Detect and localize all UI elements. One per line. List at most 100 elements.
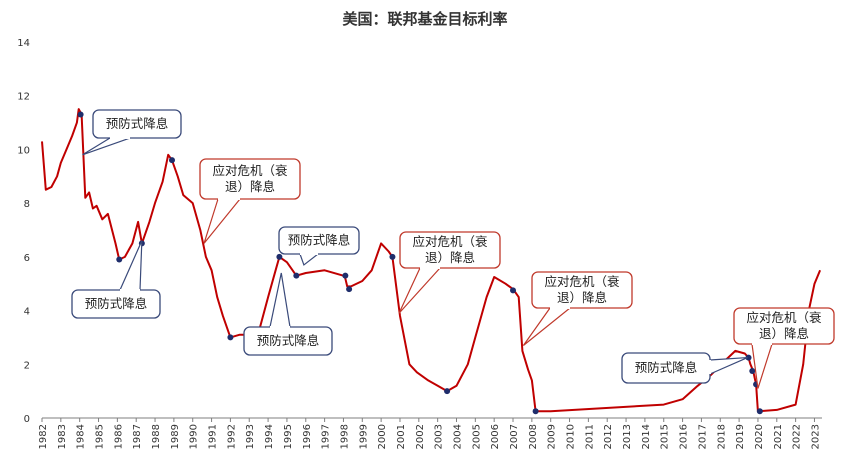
x-tick-label: 1984 [76, 424, 87, 449]
callout-text: 预防式降息 [106, 116, 169, 131]
callout-text: 退）降息 [557, 290, 607, 305]
x-tick-label: 1996 [302, 424, 313, 449]
series-line [41, 108, 822, 413]
x-tick-label: 1993 [245, 424, 256, 449]
x-tick-label: 2023 [810, 424, 821, 449]
x-tick-label: 2003 [434, 424, 445, 449]
y-tick-label: 0 [24, 414, 30, 425]
crisis-cut-callout: 应对危机（衰退）降息 [199, 158, 301, 244]
x-tick-label: 2021 [773, 424, 784, 449]
chart-title: 美国：联邦基金目标利率 [342, 10, 507, 28]
callout-box [399, 231, 501, 269]
callout-text: 应对危机（衰 [412, 234, 488, 249]
callout-text: 退）降息 [425, 250, 475, 265]
callout-pointer [398, 267, 442, 314]
rate-cut-marker [510, 287, 517, 294]
callout-text: 预防式降息 [635, 360, 698, 375]
callout-text: 预防式降息 [85, 296, 148, 311]
x-tick-label: 1983 [57, 424, 68, 449]
rate-cut-marker [532, 408, 539, 415]
x-tick-label: 2012 [603, 424, 614, 449]
rate-cut-marker [116, 256, 123, 263]
preventive-cut-callout: 预防式降息 [71, 240, 161, 319]
callout-text: 退）降息 [759, 326, 809, 341]
y-tick-label: 10 [17, 145, 30, 156]
x-tick-label: 1985 [95, 424, 106, 449]
callout-pointer [119, 240, 143, 291]
rate-cut-marker [745, 354, 752, 361]
annotations: 预防式降息预防式降息应对危机（衰退）降息预防式降息预防式降息应对危机（衰退）降息… [71, 109, 835, 389]
x-tick-label: 2022 [792, 424, 803, 449]
rate-cut-marker [389, 253, 396, 260]
crisis-cut-callout: 应对危机（衰退）降息 [733, 307, 835, 389]
preventive-cut-callout: 预防式降息 [621, 352, 748, 384]
callout-pointer [203, 198, 242, 244]
callout-pointer [299, 253, 320, 266]
callout-text: 应对危机（衰 [746, 310, 822, 325]
x-tick-label: 2005 [471, 424, 482, 449]
rate-cut-marker [346, 286, 353, 293]
x-tick-label: 2006 [490, 424, 501, 449]
x-tick-label: 1990 [189, 424, 200, 449]
rate-cut-marker [444, 388, 451, 395]
callout-pointer [709, 356, 748, 375]
x-tick-label: 1988 [151, 424, 162, 449]
x-tick-label: 1991 [208, 424, 219, 449]
callout-pointer [82, 137, 131, 156]
x-tick-label: 2019 [735, 424, 746, 449]
rate-cut-marker [276, 253, 283, 260]
x-tick-label: 2009 [547, 424, 558, 449]
x-tick-label: 2018 [716, 424, 727, 449]
callout-box [278, 226, 360, 255]
x-tick-label: 2008 [528, 424, 539, 449]
x-tick-label: 1999 [358, 424, 369, 449]
preventive-cut-callout: 预防式降息 [243, 272, 333, 356]
x-tick-label: 1987 [132, 424, 143, 449]
x-tick-label: 2000 [377, 424, 388, 449]
callout-text: 应对危机（衰 [212, 163, 288, 178]
callout-box [733, 307, 835, 345]
x-tick-label: 1989 [170, 424, 181, 449]
rate-cut-marker [749, 368, 756, 374]
x-tick-label: 2011 [584, 424, 595, 449]
callout-pointer [522, 307, 572, 346]
x-tick-label: 2010 [566, 424, 577, 449]
x-tick-label: 2016 [679, 424, 690, 449]
rate-cut-marker [77, 111, 84, 118]
axes: 0 2 4 6 8 10 12 14 1982 1983 1984 1985 1986 1987 1988 1… [17, 38, 822, 449]
crisis-cut-callout: 应对危机（衰退）降息 [398, 231, 501, 314]
callout-text: 应对危机（衰 [544, 274, 620, 289]
callout-text: 预防式降息 [257, 333, 320, 348]
x-tick-label: 1994 [264, 424, 275, 449]
x-tick-label: 2007 [509, 424, 520, 449]
x-tick-label: 1986 [113, 424, 124, 449]
preventive-cut-callout: 预防式降息 [82, 109, 182, 156]
x-tick-label: 1982 [38, 424, 49, 449]
callout-box [92, 109, 182, 139]
y-tick-label: 4 [24, 307, 30, 318]
x-tick-label: 2015 [660, 424, 671, 449]
x-tick-label: 2004 [452, 424, 463, 449]
rate-cut-marker [293, 272, 300, 279]
x-tick-label: 1998 [339, 424, 350, 449]
callout-box [199, 158, 301, 200]
x-tick-label: 1997 [321, 424, 332, 449]
rate-cut-marker [756, 408, 763, 415]
callout-box [71, 289, 161, 319]
callout-text: 预防式降息 [288, 233, 351, 248]
x-tick-label: 2002 [415, 424, 426, 449]
y-tick-label: 8 [24, 199, 30, 210]
crisis-cut-callout: 应对危机（衰退）降息 [522, 271, 633, 346]
x-tick-label: 1992 [226, 424, 237, 449]
x-tick-label: 2014 [641, 424, 652, 449]
callout-box [531, 271, 633, 309]
x-tick-label: 2017 [697, 424, 708, 449]
plot-area [41, 108, 822, 415]
y-tick-label: 14 [17, 38, 30, 49]
y-tick-label: 6 [24, 253, 30, 264]
x-tick-label: 2013 [622, 424, 633, 449]
y-tick-label: 12 [17, 92, 30, 103]
preventive-cut-callout: 预防式降息 [278, 226, 360, 266]
rate-cut-marker [342, 272, 349, 279]
